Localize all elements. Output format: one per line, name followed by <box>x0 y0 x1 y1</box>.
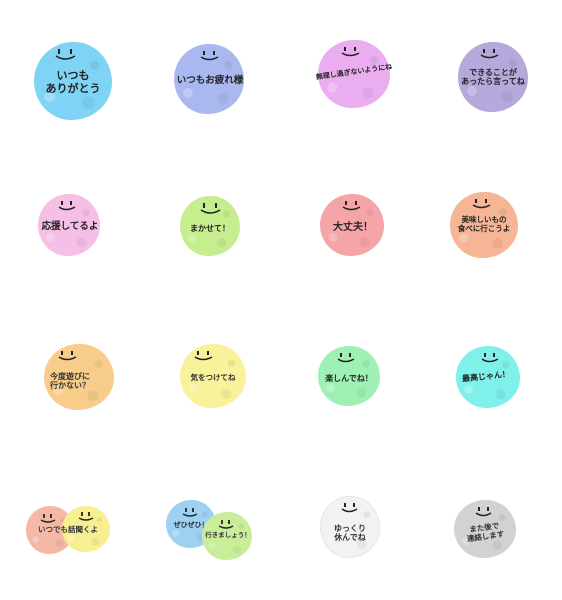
smile-face-icon <box>40 514 56 523</box>
smile-face-icon <box>472 199 491 209</box>
sticker-text: 今度遊びに 行かない？ <box>50 372 90 391</box>
smile-face-icon <box>480 49 499 59</box>
sticker-blob-2 <box>202 512 252 560</box>
sticker-blob <box>318 40 390 108</box>
smile-face-icon <box>481 353 499 363</box>
sticker-13[interactable]: いつでも話聞くよ <box>0 450 140 600</box>
sticker-text: まかせて！ <box>190 224 230 233</box>
smile-face-icon <box>475 507 492 517</box>
sticker-blob <box>320 496 380 558</box>
sticker-3[interactable]: 無理し過ぎないようにね <box>280 0 420 150</box>
sticker-15[interactable]: ゆっくり 休んでね <box>280 450 420 600</box>
smile-face-icon <box>182 508 198 517</box>
sticker-text: 応援してるよ <box>41 221 99 232</box>
sticker-text: 美味しいもの 食べに行こうよ <box>457 215 511 233</box>
sticker-5[interactable]: 応援してるよ <box>0 150 140 300</box>
smile-face-icon <box>58 351 77 361</box>
sticker-text: ぜひぜひ！ <box>173 521 209 529</box>
sticker-blob <box>458 42 528 112</box>
smile-face-icon <box>194 351 213 361</box>
sticker-text-2: 行きましょう！ <box>205 531 251 539</box>
sticker-blob <box>174 44 244 114</box>
smile-face-icon <box>342 201 361 211</box>
sticker-blob <box>454 500 516 558</box>
sticker-9[interactable]: 今度遊びに 行かない？ <box>0 300 140 450</box>
sticker-2[interactable]: いつもお疲れ様 <box>140 0 280 150</box>
sticker-4[interactable]: できることが あったら言ってね <box>420 0 560 150</box>
smile-face-icon <box>55 49 76 60</box>
smile-face-icon <box>200 203 221 214</box>
sticker-text: いつも ありがとう <box>45 69 101 95</box>
sticker-blob-2 <box>62 506 110 552</box>
smile-face-icon <box>341 503 358 513</box>
sticker-text: いつもお疲れ様 <box>176 75 244 86</box>
sticker-6[interactable]: まかせて！ <box>140 150 280 300</box>
sticker-text: 大丈夫！ <box>333 222 373 233</box>
sticker-text: いつでも話聞くよ <box>38 525 98 534</box>
sticker-text: 楽しんでね！ <box>325 374 373 383</box>
smile-face-icon <box>78 512 94 521</box>
smile-face-icon <box>341 47 360 57</box>
sticker-16[interactable]: また後で 連絡します <box>420 450 560 600</box>
sticker-blob <box>44 344 114 410</box>
smile-face-icon <box>58 201 76 211</box>
sticker-12[interactable]: 最高じゃん！ <box>420 300 560 450</box>
sticker-blob <box>34 42 112 120</box>
sticker-14[interactable]: ぜひぜひ！ 行きましょう！ <box>140 450 280 600</box>
sticker-blob <box>450 192 518 258</box>
sticker-blob <box>38 194 100 256</box>
sticker-text: できることが あったら言ってね <box>461 68 525 87</box>
smile-face-icon <box>200 51 219 61</box>
sticker-blob <box>456 346 520 408</box>
sticker-1[interactable]: いつも ありがとう <box>0 0 140 150</box>
sticker-7[interactable]: 大丈夫！ <box>280 150 420 300</box>
sticker-blob <box>180 196 240 256</box>
smile-face-icon <box>337 353 355 363</box>
sticker-11[interactable]: 楽しんでね！ <box>280 300 420 450</box>
sticker-text: 気をつけてね <box>190 373 236 382</box>
sticker-text: ゆっくり 休んでね <box>334 524 366 543</box>
sticker-8[interactable]: 美味しいもの 食べに行こうよ <box>420 150 560 300</box>
sticker-10[interactable]: 気をつけてね <box>140 300 280 450</box>
sticker-blob <box>180 344 246 408</box>
sticker-blob <box>320 194 384 256</box>
smile-face-icon <box>218 520 234 529</box>
